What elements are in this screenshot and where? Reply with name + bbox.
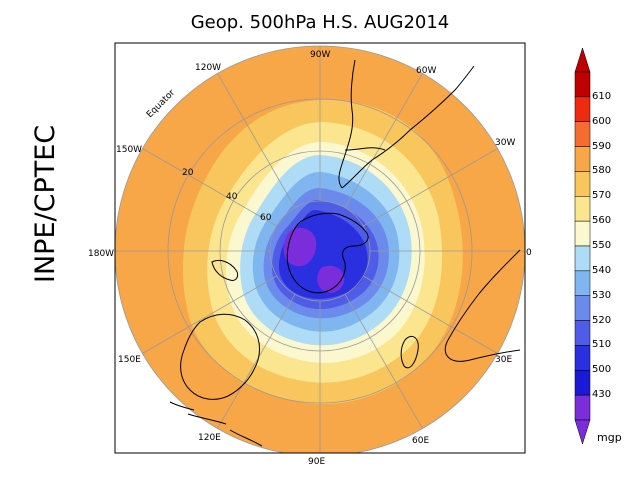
colorbar-level-label: 500: [592, 364, 612, 376]
colorbar-level-label: 560: [592, 215, 612, 227]
meridian-line: [344, 294, 423, 429]
contour-low-core-1: [283, 227, 317, 267]
colorbar-box: [574, 345, 591, 371]
lon-label-150e: 150E: [118, 355, 141, 365]
colorbar-box: [574, 96, 591, 122]
colorbar-level-label: 430: [592, 389, 612, 401]
colorbar-box: [574, 245, 591, 272]
lon-label-90e: 90E: [308, 457, 325, 467]
colorbar-level-label: 600: [592, 115, 612, 127]
colorbar-box: [574, 394, 591, 421]
lon-label-120e: 120E: [198, 433, 221, 443]
longitude-grid: [115, 46, 525, 453]
colorbar-box: [574, 370, 591, 396]
colorbar-level-label: 510: [592, 339, 612, 351]
colorbar-box: [574, 270, 591, 296]
colorbar-box: [574, 121, 591, 147]
colorbar-level-label: 570: [592, 190, 612, 202]
map-frame: [114, 42, 526, 454]
longitude-labels: 90W 60W 30W 0 30E 60E 90E 120E 150E 180W…: [88, 50, 532, 467]
colorbar-bottom-arrow: [574, 419, 591, 445]
lon-label-180w: 180W: [88, 249, 114, 259]
colorbar-level-label: 540: [592, 264, 612, 276]
lon-label-30w: 30W: [495, 138, 515, 148]
colorbar-level-label: 530: [592, 289, 612, 301]
colorbar-level-label: 590: [592, 140, 612, 152]
colorbar-box: [574, 320, 591, 346]
unit-label: mgp: [597, 431, 622, 444]
chart-title: Geop. 500hPa H.S. AUG2014: [190, 12, 450, 33]
colorbar-box: [574, 71, 591, 98]
lon-label-150w: 150W: [116, 145, 142, 155]
colorbar-box: [574, 146, 591, 172]
lon-label-60e: 60E: [412, 436, 429, 446]
coastlines: [169, 59, 521, 447]
lat-label-60: 60: [260, 213, 272, 223]
colorbar-top-arrow: [574, 47, 591, 73]
lon-label-0: 0: [526, 248, 532, 258]
lon-label-30e: 30E: [495, 355, 512, 365]
colorbar-box: [574, 220, 591, 247]
meridian-line: [344, 73, 423, 208]
meridian-line: [363, 275, 498, 354]
colorbar-level-label: 520: [592, 314, 612, 326]
meridian-line: [142, 275, 277, 354]
meridian-line: [363, 148, 498, 227]
meridian-line: [217, 73, 296, 208]
colorbar-box: [574, 196, 591, 222]
meridian-line: [142, 148, 277, 227]
colorbar-level-label: 550: [592, 240, 612, 251]
colorbar-box: [574, 171, 591, 197]
colorbar-level-label: 580: [592, 165, 612, 177]
lon-label-120w: 120W: [195, 63, 221, 73]
contour-low-core-2: [317, 265, 345, 293]
colorbar-box: [574, 295, 591, 321]
lon-label-90w: 90W: [310, 50, 330, 60]
lat-label-20: 20: [182, 168, 194, 178]
meridian-line: [217, 294, 296, 429]
lon-label-60w: 60W: [416, 66, 436, 76]
colorbar-level-label: 610: [592, 90, 612, 102]
lat-label-40: 40: [226, 192, 238, 202]
colorbar: [574, 47, 591, 445]
